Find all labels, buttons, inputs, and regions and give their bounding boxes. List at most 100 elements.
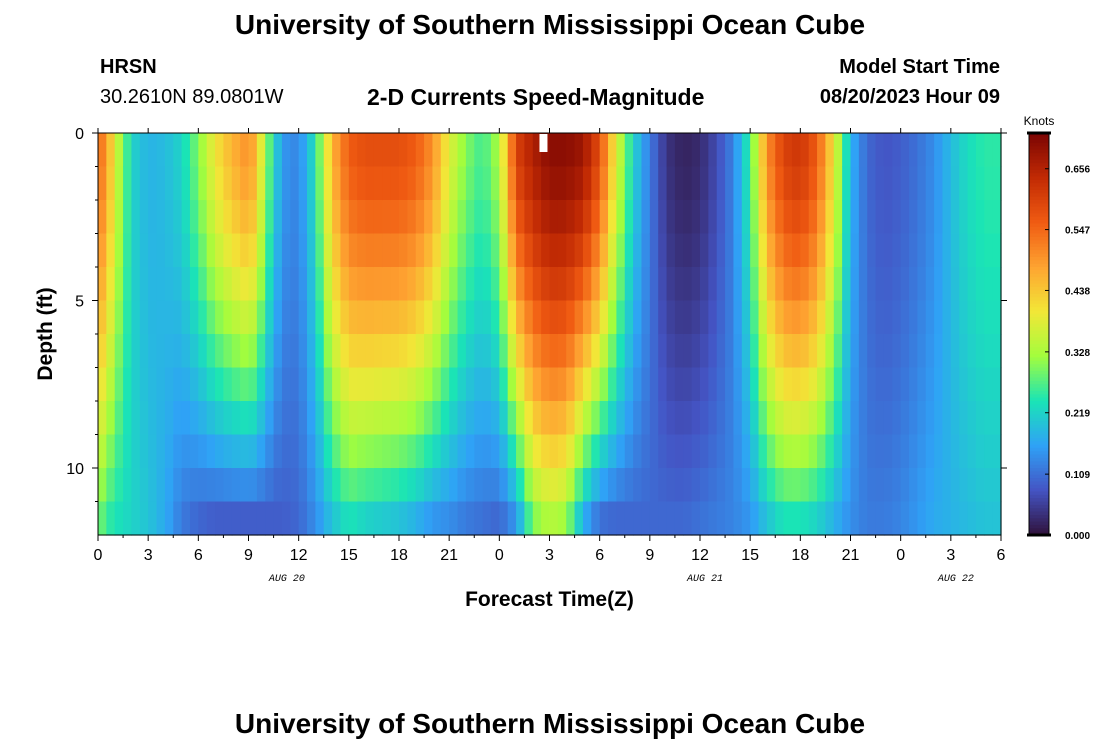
heatmap-cell xyxy=(440,200,450,235)
heatmap-cell xyxy=(465,501,475,536)
heatmap-cell xyxy=(307,434,316,469)
heatmap-cell xyxy=(382,367,392,402)
heatmap-cell xyxy=(892,334,902,369)
heatmap-cell xyxy=(390,401,400,436)
colorbar-segment xyxy=(1029,183,1049,188)
heatmap-cell xyxy=(917,434,927,469)
heatmap-cell xyxy=(541,300,551,335)
heatmap-cell xyxy=(373,200,383,235)
heatmap-cell xyxy=(725,133,735,168)
heatmap-cell xyxy=(708,300,718,335)
heatmap-cell xyxy=(139,133,149,168)
heatmap-cell xyxy=(791,300,801,335)
heatmap-cell xyxy=(992,267,1002,302)
heatmap-cell xyxy=(984,233,994,268)
heatmap-cell xyxy=(256,434,266,469)
colorbar-segment xyxy=(1029,166,1049,171)
heatmap-cell xyxy=(181,166,191,201)
heatmap-cell xyxy=(323,468,333,503)
heatmap-cell xyxy=(106,501,116,536)
heatmap-cell xyxy=(365,434,375,469)
heatmap-cell xyxy=(883,267,893,302)
colorbar-segment xyxy=(1029,220,1049,225)
heatmap-cell xyxy=(750,267,760,302)
colorbar-tick-label: 0.000 xyxy=(1065,531,1090,542)
heatmap-cell xyxy=(164,133,174,168)
heatmap-cell xyxy=(925,434,935,469)
heatmap-cell xyxy=(332,501,342,536)
heatmap-cell xyxy=(950,501,960,536)
heatmap-cell xyxy=(883,166,893,201)
heatmap-cell xyxy=(741,501,751,536)
heatmap-cell xyxy=(574,468,584,503)
heatmap-cell xyxy=(281,200,291,235)
heatmap-cell xyxy=(574,367,584,402)
heatmap-cell xyxy=(733,300,743,335)
heatmap-cell xyxy=(139,166,149,201)
heatmap-cell xyxy=(499,200,509,235)
heatmap-cell xyxy=(967,367,977,402)
heatmap-cell xyxy=(766,501,776,536)
heatmap-cell xyxy=(741,434,751,469)
heatmap-cell xyxy=(139,334,149,369)
heatmap-cell xyxy=(332,200,342,235)
heatmap-cell xyxy=(382,501,392,536)
heatmap-cell xyxy=(842,468,852,503)
heatmap-cell xyxy=(357,166,367,201)
heatmap-cell xyxy=(649,300,659,335)
heatmap-cell xyxy=(624,233,634,268)
heatmap-cell xyxy=(566,300,576,335)
heatmap-cell xyxy=(867,200,877,235)
heatmap-cell xyxy=(883,501,893,536)
heatmap-cell xyxy=(231,267,241,302)
heatmap-cell xyxy=(967,434,977,469)
heatmap-cell xyxy=(750,200,760,235)
colorbar-segment xyxy=(1029,377,1049,382)
x-tick-label: 6 xyxy=(997,547,1006,564)
heatmap-cell xyxy=(967,334,977,369)
heatmap-cell xyxy=(867,468,877,503)
heatmap-cell xyxy=(950,166,960,201)
heatmap-cell xyxy=(524,434,534,469)
heatmap-cell xyxy=(440,501,450,536)
heatmap-cell xyxy=(298,166,308,201)
colorbar-segment xyxy=(1029,153,1049,158)
heatmap-cell xyxy=(599,166,609,201)
heatmap-cell xyxy=(566,200,576,235)
heatmap-cell xyxy=(574,401,584,436)
heatmap-cell xyxy=(298,267,308,302)
heatmap-cell xyxy=(783,367,793,402)
heatmap-cell xyxy=(833,200,843,235)
heatmap-cell xyxy=(507,367,517,402)
heatmap-cell xyxy=(825,300,835,335)
heatmap-cell xyxy=(273,501,283,536)
heatmap-cell xyxy=(825,367,835,402)
heatmap-cell xyxy=(407,401,417,436)
colorbar-segment xyxy=(1029,424,1049,429)
heatmap-cell xyxy=(507,501,517,536)
heatmap-cell xyxy=(223,133,233,168)
colorbar-segment xyxy=(1029,488,1049,493)
heatmap-cell xyxy=(599,267,609,302)
heatmap-cell xyxy=(867,367,877,402)
heatmap-cell xyxy=(975,334,985,369)
heatmap-cell xyxy=(574,233,584,268)
heatmap-cell xyxy=(950,233,960,268)
heatmap-cell xyxy=(365,133,375,168)
heatmap-cell xyxy=(666,166,676,201)
heatmap-cell xyxy=(992,334,1002,369)
heatmap-cell xyxy=(624,166,634,201)
heatmap-cell xyxy=(156,468,166,503)
heatmap-cell xyxy=(883,334,893,369)
heatmap-cell xyxy=(892,434,902,469)
heatmap-cell xyxy=(557,401,567,436)
heatmap-cell xyxy=(858,133,868,168)
heatmap-cell xyxy=(449,501,459,536)
heatmap-cell xyxy=(123,501,133,536)
heatmap-cell xyxy=(616,334,626,369)
heatmap-cell xyxy=(507,133,517,168)
heatmap-cell xyxy=(900,401,910,436)
heatmap-cell xyxy=(791,434,801,469)
heatmap-cell xyxy=(925,267,935,302)
heatmap-cell xyxy=(348,434,358,469)
